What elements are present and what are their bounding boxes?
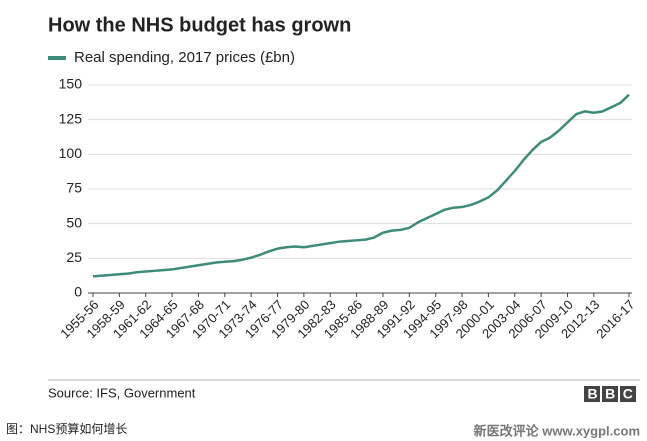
source: Source: IFS, Government (48, 385, 196, 400)
x-tick-label: 2016-17 (593, 297, 637, 341)
logo-box (602, 386, 618, 402)
y-tick-label: 75 (66, 180, 82, 196)
y-tick-label: 150 (59, 76, 83, 92)
data-line (92, 93, 630, 278)
chart-title: How the NHS budget has grown (48, 14, 351, 36)
watermark: 新医改评论 www.xygpl.com (474, 423, 640, 438)
logo: BBC (584, 386, 641, 402)
logo-box (584, 386, 600, 402)
y-tick-label: 0 (74, 284, 82, 300)
y-tick-label: 100 (59, 145, 83, 161)
logo-box (620, 386, 636, 402)
caption: 图：NHS预算如何增长 (6, 421, 127, 436)
y-tick-label: 50 (66, 214, 82, 230)
y-tick-label: 125 (59, 110, 83, 126)
y-tick-label: 25 (66, 249, 82, 265)
legend-label: Real spending, 2017 prices (£bn) (74, 49, 295, 66)
logo-text: BBC (588, 386, 641, 402)
